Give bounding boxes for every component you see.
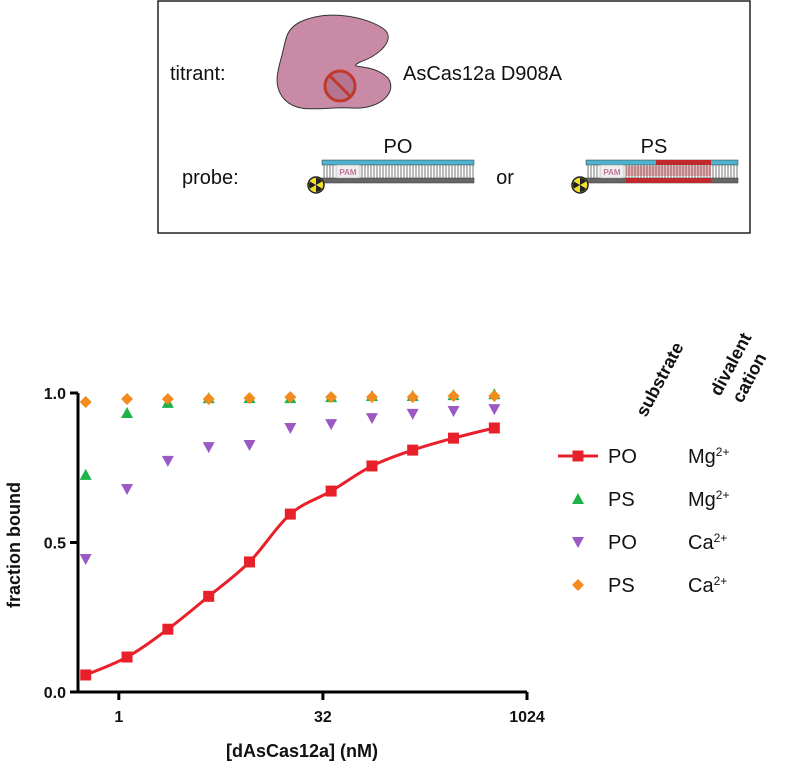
radiolabel-blade	[573, 181, 580, 189]
marker-square	[121, 651, 133, 663]
legend-cation: Ca2+	[688, 531, 727, 554]
x-tick-label: 32	[314, 709, 332, 726]
pam-box	[599, 164, 625, 179]
cation-base: Mg	[688, 446, 716, 468]
radiolabel-blade	[316, 178, 323, 185]
legend-cation: Mg2+	[688, 445, 729, 468]
marker-triangle-up	[79, 468, 92, 480]
dna-po: PAM	[307, 159, 475, 194]
x-axis-label: [dAsCas12a] (nM)	[226, 741, 378, 761]
marker-square	[244, 556, 256, 568]
probe-po-label: PO	[384, 136, 413, 158]
y-axis-label: fraction bound	[4, 482, 24, 608]
marker-triangle-down	[488, 404, 501, 416]
pam-label: PAM	[603, 168, 621, 177]
marker-triangle-down	[325, 419, 338, 431]
marker-triangle-down	[202, 442, 215, 454]
cation-base: Mg	[688, 489, 716, 511]
ps-region	[626, 178, 711, 183]
legend-label: PS	[608, 575, 635, 597]
marker-triangle-up	[572, 493, 584, 504]
marker-triangle-down	[284, 422, 297, 434]
marker-square	[448, 432, 460, 444]
marker-diamond	[325, 391, 338, 404]
ps-region	[626, 166, 711, 176]
ps-region	[656, 160, 711, 165]
cation-charge: 2+	[716, 445, 730, 459]
schematic: titrant: AsCas12a D908A probe: PO or PS …	[157, 0, 751, 234]
legend-cation: Mg2+	[688, 488, 729, 511]
marker-diamond	[406, 391, 419, 404]
legend-cation: Ca2+	[688, 574, 727, 597]
marker-square	[325, 485, 337, 497]
protein-shape	[276, 14, 392, 110]
cation-charge: 2+	[716, 488, 730, 502]
marker-diamond	[161, 392, 174, 405]
cation-charge: 2+	[714, 531, 728, 545]
x-tick-label: 1	[114, 709, 123, 726]
marker-square	[407, 444, 419, 456]
marker-diamond	[202, 392, 215, 405]
legend-label: PO	[608, 532, 637, 554]
marker-square	[203, 590, 215, 602]
marker-diamond	[365, 391, 378, 404]
pam-box	[335, 164, 361, 179]
y-tick-label: 0.0	[44, 685, 66, 702]
marker-diamond	[488, 389, 501, 402]
legend-header: substrate	[632, 339, 688, 420]
probe-ps-label: PS	[641, 136, 668, 158]
marker-diamond	[572, 579, 584, 591]
y-tick-label: 0.5	[44, 536, 66, 553]
strand-top	[321, 159, 475, 166]
cation-base: Ca	[688, 575, 714, 597]
pam-label: PAM	[339, 168, 357, 177]
marker-triangle-down	[161, 455, 174, 467]
strand-bottom	[317, 177, 475, 184]
marker-diamond	[447, 389, 460, 402]
titrant-label: titrant:	[170, 63, 226, 85]
marker-triangle-down	[365, 413, 378, 425]
marker-triangle-down	[447, 405, 460, 417]
schematic-box	[157, 0, 751, 234]
chart: fraction bound [dAsCas12a] (nM) 0.0 0.5 1.…	[4, 329, 770, 761]
inactive-slash	[328, 74, 352, 98]
marker-triangle-down	[243, 440, 256, 452]
marker-triangle-down	[572, 537, 584, 548]
legend-label: PS	[608, 489, 635, 511]
marker-square	[80, 669, 92, 681]
marker-square	[572, 450, 584, 462]
or-label: or	[496, 167, 514, 189]
marker-square	[488, 422, 500, 434]
x-tick-label: 1024	[509, 709, 545, 726]
marker-diamond	[243, 392, 256, 405]
marker-square	[162, 623, 174, 635]
probe-label: probe:	[182, 167, 239, 189]
marker-triangle-down	[79, 553, 92, 565]
marker-diamond	[121, 392, 134, 405]
marker-triangle-down	[406, 408, 419, 420]
radiolabel-blade	[580, 185, 587, 192]
protein-label: AsCas12a D908A	[403, 63, 563, 85]
radiolabel-blade	[580, 178, 587, 185]
radiolabel-blade	[316, 185, 323, 192]
y-tick-label: 1.0	[44, 386, 66, 403]
marker-triangle-up	[121, 407, 134, 419]
legend-label: PO	[608, 446, 637, 468]
dna-ps: PAM	[571, 159, 739, 194]
cation-base: Ca	[688, 532, 714, 554]
marker-diamond	[284, 391, 297, 404]
radiolabel-blade	[309, 181, 316, 189]
marker-triangle-down	[121, 483, 134, 495]
cation-charge: 2+	[714, 574, 728, 588]
fit-curve	[85, 426, 495, 677]
marker-square	[366, 460, 378, 472]
marker-square	[284, 508, 296, 520]
marker-diamond	[79, 395, 92, 408]
